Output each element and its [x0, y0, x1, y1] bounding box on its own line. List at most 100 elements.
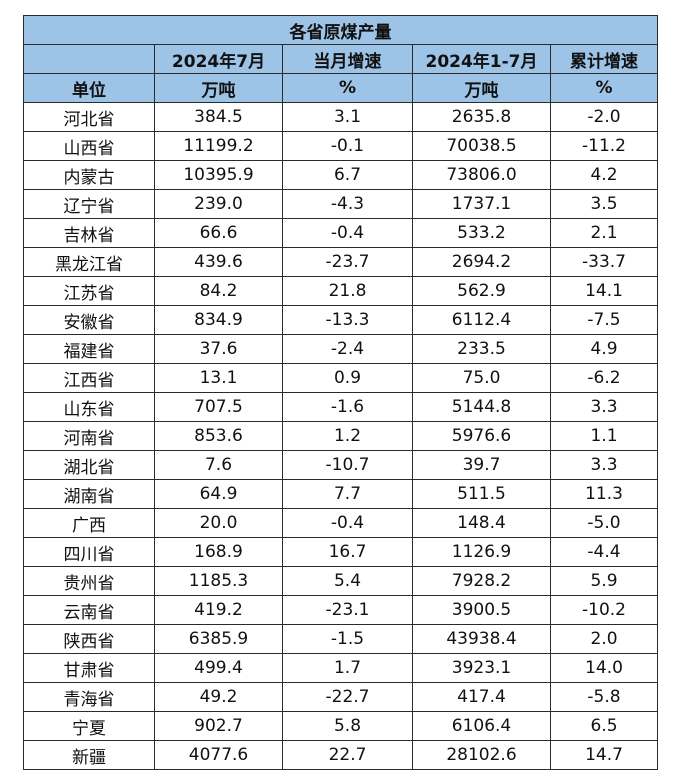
cumulative-output-cell: 6112.4: [412, 305, 551, 335]
july-growth-cell: -1.5: [282, 624, 413, 654]
july-output-cell: 13.1: [154, 363, 283, 393]
july-output-cell: 6385.9: [154, 624, 283, 654]
july-growth-cell: -23.7: [282, 247, 413, 277]
july-output-cell: 384.5: [154, 102, 283, 132]
cumulative-growth-cell: 14.0: [549, 653, 659, 683]
cumulative-output-cell: 417.4: [412, 682, 551, 712]
cumulative-output-cell: 533.2: [412, 218, 551, 248]
cumulative-growth-cell: -6.2: [549, 363, 659, 393]
cumulative-growth-cell: 2.0: [549, 624, 659, 654]
july-output-cell: 707.5: [154, 392, 283, 422]
table-title: 各省原煤产量: [22, 15, 659, 45]
table-row: 河南省 853.6 1.2 5976.6 1.1: [23, 421, 659, 451]
header-cell-unit-cumulative-growth: %: [549, 73, 659, 103]
july-growth-cell: -23.1: [282, 595, 413, 625]
cumulative-output-cell: 75.0: [412, 363, 551, 393]
cumulative-output-cell: 73806.0: [412, 160, 551, 190]
july-growth-cell: -4.3: [282, 189, 413, 219]
july-output-cell: 439.6: [154, 247, 283, 277]
table-row: 陕西省 6385.9 -1.5 43938.4 2.0: [23, 624, 659, 654]
cumulative-output-cell: 70038.5: [412, 131, 551, 161]
province-cell: 安徽省: [23, 305, 155, 335]
cumulative-output-cell: 1126.9: [412, 537, 551, 567]
coal-output-table-container: 各省原煤产量 2024年7月 当月增速 2024年1-7月 累计增速 单位 万吨…: [22, 15, 659, 770]
table-row: 贵州省 1185.3 5.4 7928.2 5.9: [23, 566, 659, 596]
table-row: 山西省 11199.2 -0.1 70038.5 -11.2: [23, 131, 659, 161]
cumulative-output-cell: 3923.1: [412, 653, 551, 683]
cumulative-output-cell: 6106.4: [412, 711, 551, 741]
cumulative-growth-cell: 3.3: [549, 392, 659, 422]
header-cell-month-growth: 当月增速: [282, 44, 413, 74]
province-cell: 辽宁省: [23, 189, 155, 219]
table-row: 宁夏 902.7 5.8 6106.4 6.5: [23, 711, 659, 741]
province-cell: 江西省: [23, 363, 155, 393]
cumulative-growth-cell: -11.2: [549, 131, 659, 161]
july-output-cell: 1185.3: [154, 566, 283, 596]
july-growth-cell: -1.6: [282, 392, 413, 422]
july-output-cell: 64.9: [154, 479, 283, 509]
cumulative-output-cell: 3900.5: [412, 595, 551, 625]
july-growth-cell: -13.3: [282, 305, 413, 335]
province-cell: 内蒙古: [23, 160, 155, 190]
cumulative-growth-cell: -10.2: [549, 595, 659, 625]
cumulative-output-cell: 39.7: [412, 450, 551, 480]
cumulative-growth-cell: -7.5: [549, 305, 659, 335]
cumulative-growth-cell: 1.1: [549, 421, 659, 451]
province-cell: 吉林省: [23, 218, 155, 248]
table-row: 辽宁省 239.0 -4.3 1737.1 3.5: [23, 189, 659, 219]
province-cell: 山西省: [23, 131, 155, 161]
province-cell: 黑龙江省: [23, 247, 155, 277]
cumulative-output-cell: 233.5: [412, 334, 551, 364]
july-output-cell: 4077.6: [154, 740, 283, 770]
july-growth-cell: 7.7: [282, 479, 413, 509]
cumulative-output-cell: 28102.6: [412, 740, 551, 770]
province-cell: 贵州省: [23, 566, 155, 596]
header-row-2: 单位 万吨 % 万吨 %: [23, 73, 659, 103]
coal-output-table: 各省原煤产量 2024年7月 当月增速 2024年1-7月 累计增速 单位 万吨…: [22, 15, 659, 770]
table-row: 湖南省 64.9 7.7 511.5 11.3: [23, 479, 659, 509]
table-row: 河北省 384.5 3.1 2635.8 -2.0: [23, 102, 659, 132]
july-growth-cell: 3.1: [282, 102, 413, 132]
july-growth-cell: 21.8: [282, 276, 413, 306]
province-cell: 广西: [23, 508, 155, 538]
cumulative-growth-cell: 14.7: [549, 740, 659, 770]
july-output-cell: 49.2: [154, 682, 283, 712]
table-row: 江西省 13.1 0.9 75.0 -6.2: [23, 363, 659, 393]
july-growth-cell: 16.7: [282, 537, 413, 567]
july-growth-cell: -10.7: [282, 450, 413, 480]
header-cell-unit-month: 万吨: [154, 73, 283, 103]
cumulative-growth-cell: 11.3: [549, 479, 659, 509]
july-growth-cell: -0.4: [282, 218, 413, 248]
cumulative-output-cell: 2694.2: [412, 247, 551, 277]
cumulative-output-cell: 148.4: [412, 508, 551, 538]
july-growth-cell: -0.4: [282, 508, 413, 538]
table-row: 湖北省 7.6 -10.7 39.7 3.3: [23, 450, 659, 480]
province-cell: 宁夏: [23, 711, 155, 741]
july-growth-cell: 1.7: [282, 653, 413, 683]
cumulative-growth-cell: -4.4: [549, 537, 659, 567]
cumulative-output-cell: 1737.1: [412, 189, 551, 219]
header-cell-unit-cumulative: 万吨: [412, 73, 551, 103]
table-row: 四川省 168.9 16.7 1126.9 -4.4: [23, 537, 659, 567]
cumulative-output-cell: 5976.6: [412, 421, 551, 451]
july-growth-cell: 5.4: [282, 566, 413, 596]
header-cell-unit-label: 单位: [23, 73, 155, 103]
july-output-cell: 84.2: [154, 276, 283, 306]
table-row: 福建省 37.6 -2.4 233.5 4.9: [23, 334, 659, 364]
header-cell-month: 2024年7月: [154, 44, 283, 74]
july-growth-cell: -22.7: [282, 682, 413, 712]
table-row: 安徽省 834.9 -13.3 6112.4 -7.5: [23, 305, 659, 335]
table-row: 江苏省 84.2 21.8 562.9 14.1: [23, 276, 659, 306]
july-output-cell: 20.0: [154, 508, 283, 538]
july-growth-cell: 1.2: [282, 421, 413, 451]
province-cell: 江苏省: [23, 276, 155, 306]
cumulative-output-cell: 562.9: [412, 276, 551, 306]
july-growth-cell: 6.7: [282, 160, 413, 190]
july-growth-cell: 0.9: [282, 363, 413, 393]
cumulative-output-cell: 511.5: [412, 479, 551, 509]
july-output-cell: 10395.9: [154, 160, 283, 190]
cumulative-growth-cell: -2.0: [549, 102, 659, 132]
july-output-cell: 853.6: [154, 421, 283, 451]
table-row: 吉林省 66.6 -0.4 533.2 2.1: [23, 218, 659, 248]
cumulative-growth-cell: -5.0: [549, 508, 659, 538]
